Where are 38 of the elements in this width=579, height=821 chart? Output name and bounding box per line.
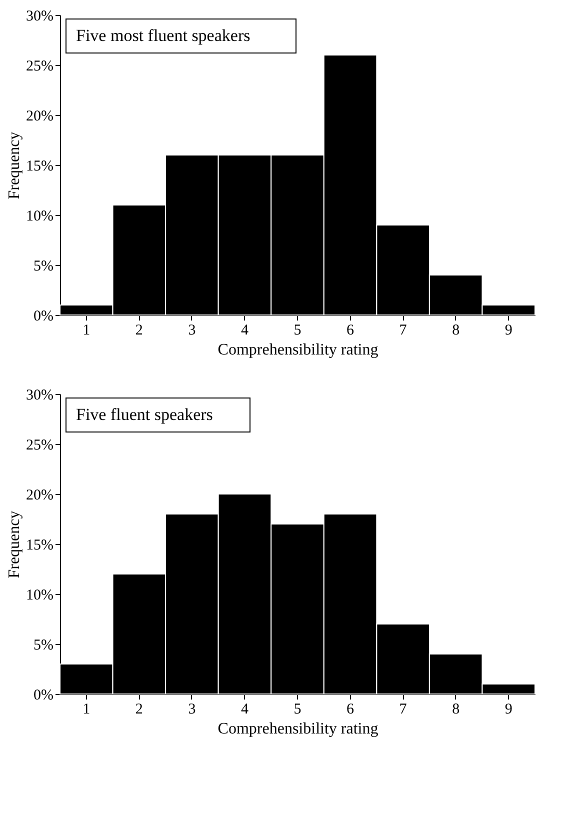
y-tick-label: 25% xyxy=(26,58,54,74)
y-tick-label: 0% xyxy=(34,688,54,704)
x-tick-label: 8 xyxy=(452,702,460,718)
y-tick-label: 25% xyxy=(26,438,54,454)
x-tick-label: 8 xyxy=(452,322,460,338)
x-tick-label: 6 xyxy=(346,322,355,338)
y-tick-label: 5% xyxy=(34,258,54,274)
x-tick-label: 3 xyxy=(188,322,196,338)
text: Five fluent speakers xyxy=(76,405,213,424)
y-tick-label: 15% xyxy=(26,158,54,174)
y-tick-label: 5% xyxy=(34,638,54,654)
y-tick-label: 15% xyxy=(26,538,54,554)
y-tick-label: 10% xyxy=(26,588,54,604)
x-tick-label: 4 xyxy=(240,322,249,338)
x-tick-label: 1 xyxy=(82,702,90,718)
x-tick-label: 5 xyxy=(294,322,302,338)
x-tick-label: 7 xyxy=(399,702,408,718)
x-tick-label: 9 xyxy=(504,322,512,338)
x-tick-label: 2 xyxy=(135,322,143,338)
y-axis-title: Frequency xyxy=(6,510,24,578)
x-axis-title: Comprehensibility rating xyxy=(218,342,378,358)
x-tick-label: 3 xyxy=(188,702,196,718)
x-tick-label: 9 xyxy=(504,702,512,718)
text: Five most fluent speakers xyxy=(76,26,250,45)
x-tick-label: 1 xyxy=(82,322,90,338)
y-axis-title: Frequency xyxy=(6,132,24,200)
x-axis-title: Comprehensibility rating xyxy=(218,720,378,738)
y-tick-label: 30% xyxy=(26,388,54,404)
x-tick-label: 5 xyxy=(294,702,302,718)
y-tick-label: 20% xyxy=(26,108,54,124)
x-tick-label: 6 xyxy=(346,702,355,718)
y-tick-label: 30% xyxy=(26,8,54,24)
x-tick-label: 2 xyxy=(135,702,143,718)
y-tick-label: 0% xyxy=(34,308,54,324)
y-tick-label: 20% xyxy=(26,488,54,504)
x-tick-label: 4 xyxy=(240,702,249,718)
x-tick-label: 7 xyxy=(399,322,408,338)
y-tick-label: 10% xyxy=(26,208,54,224)
